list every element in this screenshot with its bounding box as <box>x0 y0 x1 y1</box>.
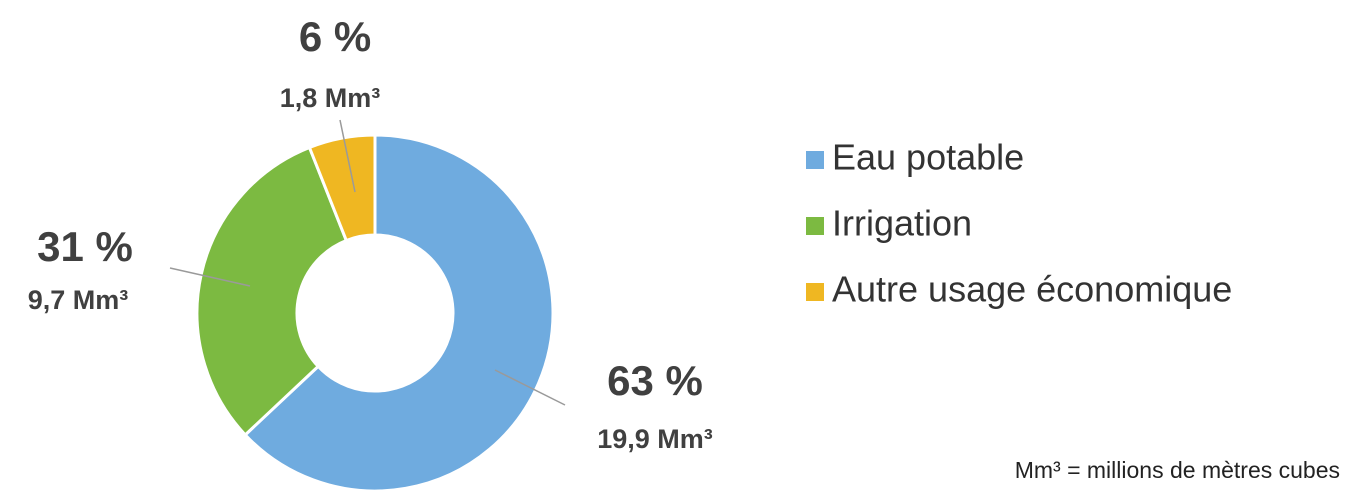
legend-label: Eau potable <box>832 137 1024 178</box>
legend-swatch <box>806 217 824 235</box>
note: Mm³ = millions de mètres cubes <box>1015 457 1340 483</box>
leader-line <box>169 267 251 287</box>
leader-line <box>339 119 356 193</box>
percent-label: 31 % <box>37 223 133 270</box>
percent-label: 6 % <box>299 13 371 60</box>
donut-slice <box>195 145 349 437</box>
legend-label: Autre usage économique <box>832 269 1232 310</box>
volume-label: 9,7 Mm³ <box>28 285 129 315</box>
volume-label: 19,9 Mm³ <box>597 424 713 454</box>
donut-slice <box>307 133 377 243</box>
legend-label: Irrigation <box>832 203 972 244</box>
legend-swatch <box>806 151 824 169</box>
legend-swatch <box>806 283 824 301</box>
percent-label: 63 % <box>607 357 703 404</box>
leader-line <box>494 369 566 406</box>
volume-label: 1,8 Mm³ <box>280 83 381 113</box>
donut-slice <box>243 133 555 492</box>
